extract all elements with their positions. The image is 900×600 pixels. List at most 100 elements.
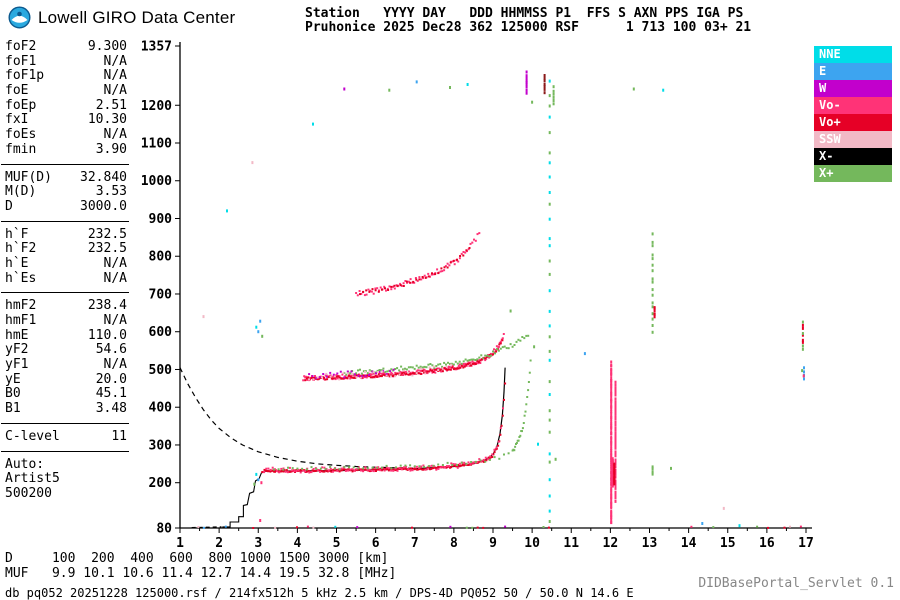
param-row: M(D) 3.53: [5, 184, 127, 200]
giro-logo-icon: [8, 6, 31, 29]
param-value: 3000.0: [80, 198, 127, 214]
param-row: foF2 9.300: [5, 39, 127, 55]
svg-text:10: 10: [524, 536, 540, 551]
svg-text:1000: 1000: [141, 174, 172, 189]
param-value: N/A: [103, 53, 127, 69]
param-value: 54.6: [95, 342, 127, 358]
param-row: C-level 11: [5, 428, 127, 445]
logo: Lowell GIRO Data Center: [8, 6, 235, 29]
svg-text:15: 15: [720, 536, 736, 551]
svg-text:200: 200: [149, 476, 173, 491]
separator: [1, 220, 129, 222]
legend-item: Vo-: [814, 97, 892, 114]
param-row: foF1 N/A: [5, 53, 127, 70]
param-row: B0 45.1: [5, 387, 127, 402]
svg-text:700: 700: [149, 287, 173, 302]
svg-text:80: 80: [156, 522, 172, 537]
param-row: foF1p N/A: [5, 69, 127, 84]
svg-text:5: 5: [333, 536, 341, 551]
param-value: 110.0: [87, 327, 127, 343]
svg-text:500: 500: [149, 363, 173, 378]
svg-text:12: 12: [603, 536, 619, 551]
svg-text:11: 11: [563, 536, 579, 551]
param-value: 32.840: [80, 169, 127, 185]
param-panel: foF2 9.300 foF1 N/A foF1p N/A foE N/A foEp 2.51 fx…: [1, 39, 129, 502]
svg-text:8: 8: [450, 536, 458, 551]
separator: [1, 422, 129, 424]
param-value: 45.1: [95, 386, 127, 402]
param-value: 3.53: [95, 184, 127, 200]
param-label: M(D): [5, 184, 37, 200]
param-row: hmF1 N/A: [5, 313, 127, 329]
param-value: 238.4: [87, 298, 127, 314]
separator: [1, 292, 129, 294]
svg-text:900: 900: [149, 212, 173, 227]
param-label: h`E: [5, 255, 29, 271]
status-line: db pq052 20251228 125000.rsf / 214fx512h…: [5, 586, 634, 600]
param-value: 10.30: [87, 112, 127, 128]
param-value: N/A: [103, 83, 127, 99]
param-value: N/A: [103, 68, 127, 84]
distance-row: D 100 200 400 600 800 1000 1500 3000 [km…: [5, 551, 389, 566]
param-label: foEp: [5, 97, 37, 113]
auto-line: 500200: [5, 485, 52, 501]
param-row: foEs N/A: [5, 127, 127, 143]
svg-text:17: 17: [798, 536, 814, 551]
param-label: fxI: [5, 112, 29, 128]
param-value: 232.5: [87, 241, 127, 257]
legend-item: E: [814, 63, 892, 80]
legend-item: X-: [814, 148, 892, 165]
param-row: foE N/A: [5, 83, 127, 99]
svg-text:1100: 1100: [141, 137, 172, 152]
profile-lines-layer: [179, 367, 506, 529]
legend-item: SSW: [814, 131, 892, 148]
param-row: h`E N/A: [5, 255, 127, 272]
param-label: foE: [5, 83, 29, 99]
svg-text:400: 400: [149, 401, 173, 416]
auto-line: Artist5: [5, 471, 60, 487]
svg-text:600: 600: [149, 325, 173, 340]
echo-layer: [197, 70, 805, 529]
legend-item: NNE: [814, 46, 892, 63]
svg-text:300: 300: [149, 438, 173, 453]
legend-item: Vo+: [814, 114, 892, 131]
param-value: N/A: [103, 313, 127, 328]
svg-text:7: 7: [411, 536, 419, 551]
svg-text:14: 14: [681, 536, 697, 551]
param-value: 20.0: [95, 371, 127, 387]
param-value: N/A: [103, 255, 127, 271]
logo-text: Lowell GIRO Data Center: [38, 7, 236, 27]
param-label: foF1p: [5, 68, 45, 84]
auto-line: Auto:: [5, 456, 45, 472]
param-label: hmE: [5, 327, 29, 343]
param-row: hmE 110.0: [5, 327, 127, 344]
param-value: 11: [111, 428, 127, 444]
param-row: foEp 2.51: [5, 97, 127, 114]
param-label: B0: [5, 386, 21, 402]
svg-text:9: 9: [489, 536, 497, 551]
param-label: yE: [5, 371, 21, 387]
svg-text:2: 2: [215, 536, 223, 551]
param-row: MUF(D) 32.840: [5, 169, 127, 186]
param-label: yF1: [5, 357, 29, 373]
param-label: h`Es: [5, 270, 37, 286]
param-label: foEs: [5, 127, 37, 143]
dmuf-table: D 100 200 400 600 800 1000 1500 3000 [km…: [5, 551, 396, 581]
param-row: h`F2 232.5: [5, 242, 127, 257]
echo-legend: NNE E W Vo- Vo+ SSW X- X+: [814, 46, 892, 182]
svg-text:1: 1: [176, 536, 184, 551]
param-label: foF2: [5, 39, 37, 54]
param-label: h`F2: [5, 241, 37, 257]
param-label: foF1: [5, 53, 37, 69]
separator: [1, 163, 129, 165]
param-row: B1 3.48: [5, 401, 127, 417]
param-row: fxI 10.30: [5, 113, 127, 128]
param-label: D: [5, 198, 13, 214]
param-label: fmin: [5, 141, 37, 157]
param-label: hmF1: [5, 313, 37, 328]
station-header-line1: Station YYYY DAY DDD HHMMSS P1 FFS S AXN…: [305, 6, 744, 21]
legend-item: W: [814, 80, 892, 97]
param-row: fmin 3.90: [5, 141, 127, 158]
param-row: h`Es N/A: [5, 270, 127, 287]
